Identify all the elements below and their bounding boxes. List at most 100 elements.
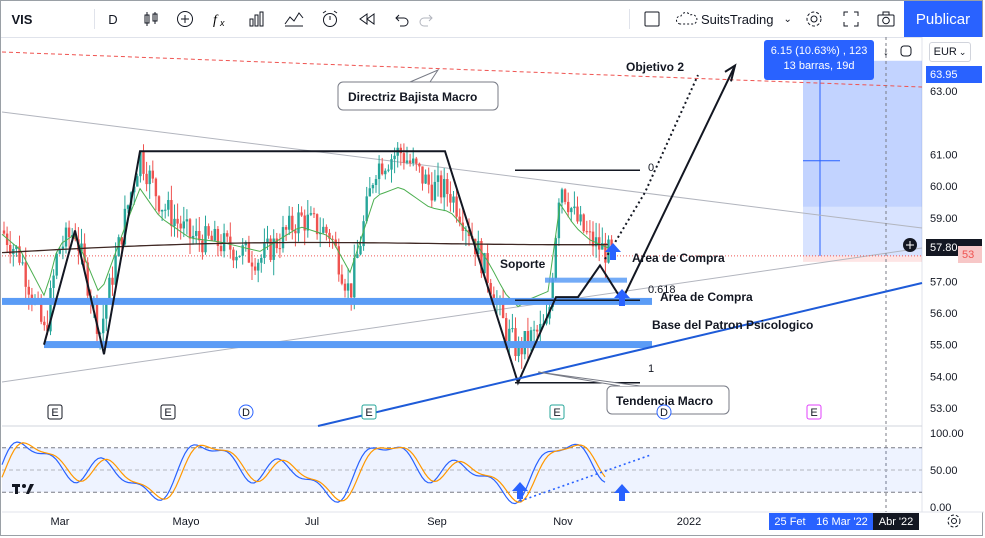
- candle-body: [362, 221, 365, 247]
- candle-body: [598, 237, 601, 250]
- sync-icon[interactable]: [896, 42, 916, 60]
- candle-body: [393, 155, 396, 160]
- chevron-down-icon: ⌄: [783, 13, 792, 25]
- candle-body: [436, 175, 440, 182]
- event-marker-icon: E: [361, 404, 377, 420]
- replay-icon[interactable]: [356, 7, 378, 31]
- candle-body: [5, 233, 9, 245]
- oscillator-tick-label: 100.00: [930, 428, 964, 440]
- candle-body: [52, 275, 55, 288]
- layout-name: SuitsTrading: [701, 11, 774, 27]
- buy-arrow-icon: [512, 482, 528, 499]
- alert-icon[interactable]: [319, 7, 341, 31]
- candle-body: [179, 223, 182, 229]
- candle-body: [480, 241, 483, 274]
- candle-body: [331, 238, 334, 240]
- candle-body: [381, 163, 384, 175]
- indicators-icon[interactable]: [283, 7, 305, 31]
- candle-body: [126, 205, 130, 209]
- candle-body: [136, 176, 139, 187]
- gear-icon[interactable]: [803, 7, 825, 31]
- directriz-label: Directriz Bajista Macro: [348, 90, 477, 104]
- stop-zone: [803, 255, 922, 262]
- candle-body: [164, 209, 167, 211]
- measure-bars-text: 13 barras, 19d: [783, 60, 855, 72]
- candle-body: [306, 214, 309, 231]
- interval-button[interactable]: D: [108, 11, 118, 27]
- candle-body: [303, 215, 306, 231]
- event-marker-label: D: [242, 407, 250, 419]
- candle-body: [412, 158, 415, 164]
- bar-chart-icon[interactable]: [246, 7, 268, 31]
- camera-icon[interactable]: [875, 7, 897, 31]
- candle-body: [15, 246, 18, 249]
- candle-body: [173, 218, 176, 227]
- plus-circle-icon[interactable]: [900, 236, 920, 254]
- candle-body: [588, 231, 592, 233]
- candle-body: [263, 243, 266, 258]
- candle-body: [191, 235, 195, 239]
- earnings-marker: [361, 404, 377, 420]
- arrow-down-icon[interactable]: ↓: [883, 44, 889, 58]
- candles-icon[interactable]: [140, 7, 162, 31]
- candle-body: [483, 253, 486, 274]
- event-marker-label: E: [51, 407, 58, 419]
- price-tick-label: 56.00: [930, 308, 958, 320]
- candle-body: [359, 246, 362, 255]
- candle-body: [322, 226, 325, 233]
- fib-0-label: 0: [648, 162, 654, 174]
- candle-body: [384, 170, 387, 175]
- candle-body: [46, 325, 49, 332]
- candle-body: [241, 245, 244, 256]
- layout-selector[interactable]: SuitsTrading ⌄: [675, 7, 795, 31]
- pattern-path: [43, 65, 736, 386]
- candle-body: [340, 274, 344, 284]
- fullscreen-icon[interactable]: [840, 7, 862, 31]
- candle-body: [591, 231, 595, 247]
- candle-body: [139, 151, 142, 177]
- candle-body: [154, 178, 158, 197]
- candle-body: [421, 166, 424, 184]
- candle-body: [83, 243, 86, 263]
- lower-grey-trendline: [1, 247, 923, 383]
- candle-body: [408, 160, 412, 164]
- candle-body: [278, 248, 282, 250]
- candle-body: [505, 318, 508, 342]
- candle-body: [219, 245, 223, 252]
- area-compra-label-2: Area de Compra: [660, 290, 753, 304]
- gear-icon[interactable]: [944, 512, 964, 530]
- projection-dotted: [604, 74, 699, 260]
- cloud-icon: [676, 12, 698, 25]
- candle-body: [176, 218, 179, 224]
- event-marker-label: E: [164, 407, 171, 419]
- candle-body: [557, 202, 561, 239]
- publish-button[interactable]: Publicar: [904, 1, 982, 37]
- event-marker-label: E: [553, 407, 560, 419]
- plus-circle-icon[interactable]: [174, 7, 196, 31]
- buy-arrow-icon: [605, 243, 621, 260]
- candle-body: [337, 246, 340, 275]
- soporte-zone: [545, 277, 627, 283]
- symbol-label[interactable]: VIS: [11, 11, 33, 27]
- candle-body: [300, 212, 303, 216]
- currency-selector[interactable]: EUR ⌄: [929, 42, 971, 62]
- time-tick-label: Mar: [51, 516, 70, 528]
- stop-price-tag: 53: [958, 246, 982, 263]
- candle-body: [539, 323, 542, 332]
- candle-body: [312, 213, 316, 215]
- candle-body: [567, 201, 570, 213]
- square-icon[interactable]: [641, 7, 663, 31]
- candle-body: [247, 241, 251, 263]
- candle-body: [374, 179, 378, 185]
- candle-body: [446, 179, 449, 195]
- candle-body: [511, 328, 514, 330]
- candle-body: [551, 278, 554, 308]
- candle-body: [297, 212, 300, 234]
- redo-icon: [416, 7, 438, 31]
- fib-618-label: 0.618: [648, 284, 676, 296]
- candle-body: [266, 238, 269, 244]
- undo-icon[interactable]: [390, 7, 412, 31]
